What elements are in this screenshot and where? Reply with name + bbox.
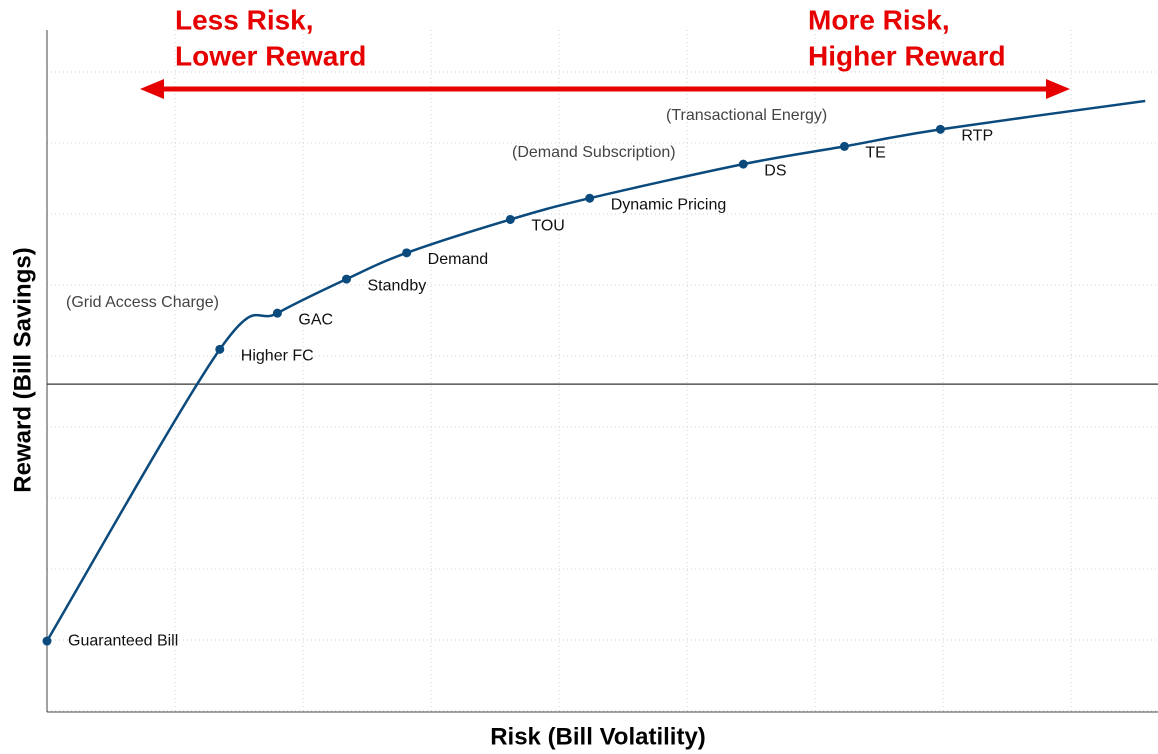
banner-text: Less Risk,	[175, 4, 314, 35]
point	[935, 124, 945, 134]
point-label: TE	[865, 145, 885, 162]
annotation: (Demand Subscription)	[512, 144, 676, 161]
x-axis-label: Risk (Bill Volatility)	[490, 723, 706, 750]
point-label: TOU	[531, 218, 564, 235]
banner-text: Higher Reward	[808, 40, 1006, 71]
curve	[45, 99, 1146, 642]
point	[585, 193, 595, 203]
point-label: Guaranteed Bill	[68, 632, 178, 649]
banner-text: More Risk,	[808, 4, 950, 35]
grid	[47, 30, 1158, 712]
point	[505, 214, 515, 224]
point	[738, 159, 748, 169]
annotation: (Transactional Energy)	[666, 107, 827, 124]
point	[342, 274, 352, 284]
annotation: (Grid Access Charge)	[66, 294, 219, 311]
point-label: Standby	[368, 277, 427, 294]
point	[272, 308, 282, 318]
point-label: Dynamic Pricing	[611, 196, 727, 213]
risk-arrow	[140, 79, 1070, 99]
y-axis-label: Reward (Bill Savings)	[9, 247, 36, 492]
banner-text: Lower Reward	[175, 40, 366, 71]
point-label: Higher FC	[241, 348, 314, 365]
point	[839, 141, 849, 151]
point	[215, 344, 225, 354]
point	[402, 248, 412, 258]
point-label: RTP	[961, 128, 993, 145]
point-label: Demand	[428, 251, 488, 268]
point	[42, 636, 52, 646]
point-label: DS	[764, 162, 786, 179]
point-label: GAC	[298, 311, 333, 328]
